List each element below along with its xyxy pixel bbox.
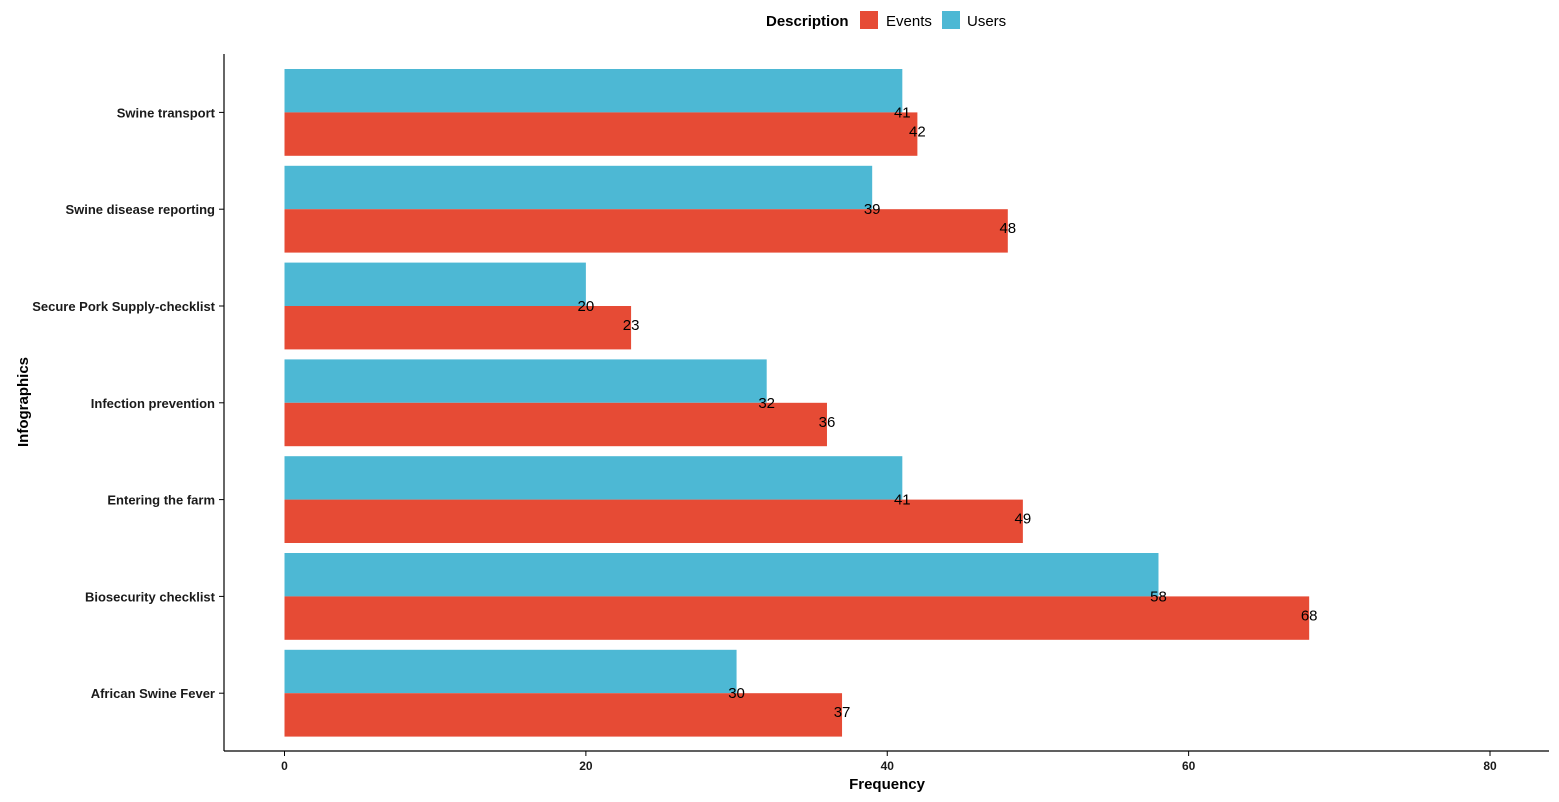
legend-swatch-users xyxy=(942,11,960,29)
x-tick-label-0: 0 xyxy=(281,759,288,773)
x-tick-label-80: 80 xyxy=(1483,759,1497,773)
x-axis-title: Frequency xyxy=(849,776,926,793)
data-labels-group: 41 42 39 48 20 23 32 36 41 49 58 68 30 37 xyxy=(578,104,1318,721)
y-tick-label-entering-the-farm: Entering the farm xyxy=(107,493,215,508)
data-label-users-secure-pork-supply-checklist: 20 xyxy=(578,298,595,315)
bar-events-african-swine-fever xyxy=(284,693,843,737)
data-label-users-infection-prevention: 32 xyxy=(758,395,775,412)
data-label-events-biosecurity-checklist: 68 xyxy=(1301,607,1318,624)
bar-users-secure-pork-supply-checklist xyxy=(284,262,586,306)
data-label-events-secure-pork-supply-checklist: 23 xyxy=(623,317,640,334)
bar-events-biosecurity-checklist xyxy=(284,596,1310,640)
bar-users-infection-prevention xyxy=(284,359,767,403)
x-tick-label-40: 40 xyxy=(881,759,895,773)
legend-label-events: Events xyxy=(886,13,932,30)
bar-users-african-swine-fever xyxy=(284,649,737,694)
legend-swatch-events xyxy=(860,11,878,29)
legend-title: Description xyxy=(766,13,849,30)
data-label-users-african-swine-fever: 30 xyxy=(728,685,745,702)
bar-events-swine-disease-reporting xyxy=(284,209,1008,253)
bars-group xyxy=(284,69,1310,737)
data-label-users-entering-the-farm: 41 xyxy=(894,492,911,509)
data-label-events-swine-transport: 42 xyxy=(909,123,926,140)
bar-events-secure-pork-supply-checklist xyxy=(284,306,632,350)
x-tick-label-20: 20 xyxy=(579,759,593,773)
data-label-events-entering-the-farm: 49 xyxy=(1015,511,1032,528)
data-label-events-african-swine-fever: 37 xyxy=(834,704,851,721)
y-axis-title: Infographics xyxy=(15,357,32,447)
x-axis-ticks: 0 20 40 60 80 xyxy=(281,751,1497,773)
data-label-events-swine-disease-reporting: 48 xyxy=(999,220,1016,237)
data-label-users-swine-transport: 41 xyxy=(894,104,911,121)
legend-label-users: Users xyxy=(967,13,1006,30)
data-label-events-infection-prevention: 36 xyxy=(819,414,836,431)
bar-users-entering-the-farm xyxy=(284,456,903,500)
bar-events-swine-transport xyxy=(284,112,918,156)
data-label-users-biosecurity-checklist: 58 xyxy=(1150,588,1167,605)
data-label-users-swine-disease-reporting: 39 xyxy=(864,201,881,218)
y-tick-label-infection-prevention: Infection prevention xyxy=(91,396,215,411)
y-axis-ticks: Swine transport Swine disease reporting Se… xyxy=(32,105,224,701)
bar-events-infection-prevention xyxy=(284,402,827,447)
x-tick-label-60: 60 xyxy=(1182,759,1196,773)
bar-events-entering-the-farm xyxy=(284,499,1023,543)
legend: Description Events Users xyxy=(766,11,1006,30)
bar-users-swine-transport xyxy=(284,69,903,113)
y-tick-label-swine-transport: Swine transport xyxy=(117,105,216,120)
y-tick-label-secure-pork-supply-checklist: Secure Pork Supply-checklist xyxy=(32,299,215,314)
y-tick-label-biosecurity-checklist: Biosecurity checklist xyxy=(85,589,216,604)
bar-users-biosecurity-checklist xyxy=(284,553,1159,597)
bar-users-swine-disease-reporting xyxy=(284,165,873,210)
y-tick-label-swine-disease-reporting: Swine disease reporting xyxy=(65,202,215,217)
y-tick-label-african-swine-fever: African Swine Fever xyxy=(91,686,215,701)
